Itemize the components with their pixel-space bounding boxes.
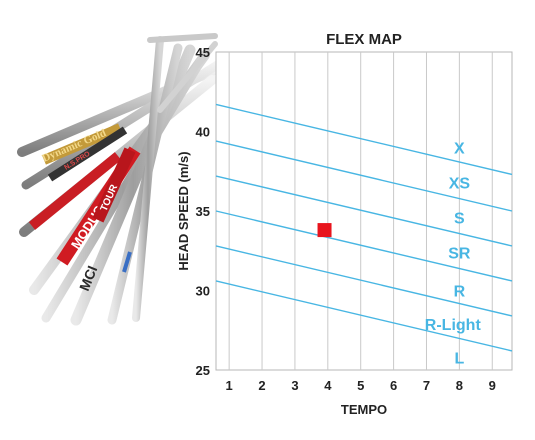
- shaft-band-blue: [122, 251, 132, 273]
- flex-boundary-line-3: [215, 175, 513, 247]
- flex-boundary-line-2: [215, 140, 513, 212]
- shaft-band-gold: [42, 123, 122, 165]
- flex-boundary-line-1: [215, 103, 513, 176]
- x-tick-label: 7: [423, 378, 430, 393]
- y-tick-labels: 25 30 35 40 45: [196, 45, 210, 378]
- flex-boundary-lines: [215, 103, 513, 352]
- x-tick-labels: 1 2 3 4 5 6 7 8 9: [226, 378, 496, 393]
- x-tick-label: 5: [357, 378, 364, 393]
- shaft: [157, 41, 218, 113]
- flex-boundary-line-5: [215, 245, 513, 317]
- x-axis-title: TEMPO: [341, 402, 387, 417]
- x-tick-label: 2: [258, 378, 265, 393]
- flex-zone-label-r: R: [454, 284, 466, 301]
- marker-layer: [317, 223, 332, 238]
- y-tick-label: 40: [196, 125, 210, 140]
- shaft-band-red: [92, 147, 136, 223]
- flex-zone-label-sr: SR: [448, 245, 471, 262]
- x-tick-label: 6: [390, 378, 397, 393]
- y-tick-label: 25: [196, 363, 210, 378]
- x-tick-label: 8: [456, 378, 463, 393]
- x-tick-label: 1: [226, 378, 233, 393]
- flex-zone-label-l: L: [454, 350, 464, 367]
- x-tick-label: 4: [324, 378, 332, 393]
- data-marker: [317, 223, 332, 238]
- y-axis-title: HEAD SPEED (m/s): [176, 151, 191, 270]
- flex-zone-label-x: X: [454, 140, 465, 157]
- chart-title: FLEX MAP: [326, 31, 402, 48]
- shaft: [41, 57, 205, 323]
- flex-boundary-line-4: [215, 210, 513, 282]
- flex-zone-label-r-light: R-Light: [425, 317, 482, 334]
- flex-zone-label-s: S: [454, 210, 465, 227]
- y-tick-label: 45: [196, 45, 210, 60]
- flex-zone-labels: X XS S SR R R-Light L: [425, 140, 482, 367]
- shaft: [132, 36, 164, 322]
- y-tick-label: 35: [196, 204, 210, 219]
- shaft-band-dark: [47, 126, 128, 182]
- x-tick-label: 9: [489, 378, 496, 393]
- x-tick-label: 3: [291, 378, 298, 393]
- shaft: [147, 33, 218, 43]
- flex-zone-label-xs: XS: [449, 175, 471, 192]
- flex-boundary-line-6: [215, 280, 513, 352]
- grid-lines: [228, 52, 493, 370]
- y-tick-label: 30: [196, 284, 210, 299]
- shaft-band-red: [28, 152, 122, 230]
